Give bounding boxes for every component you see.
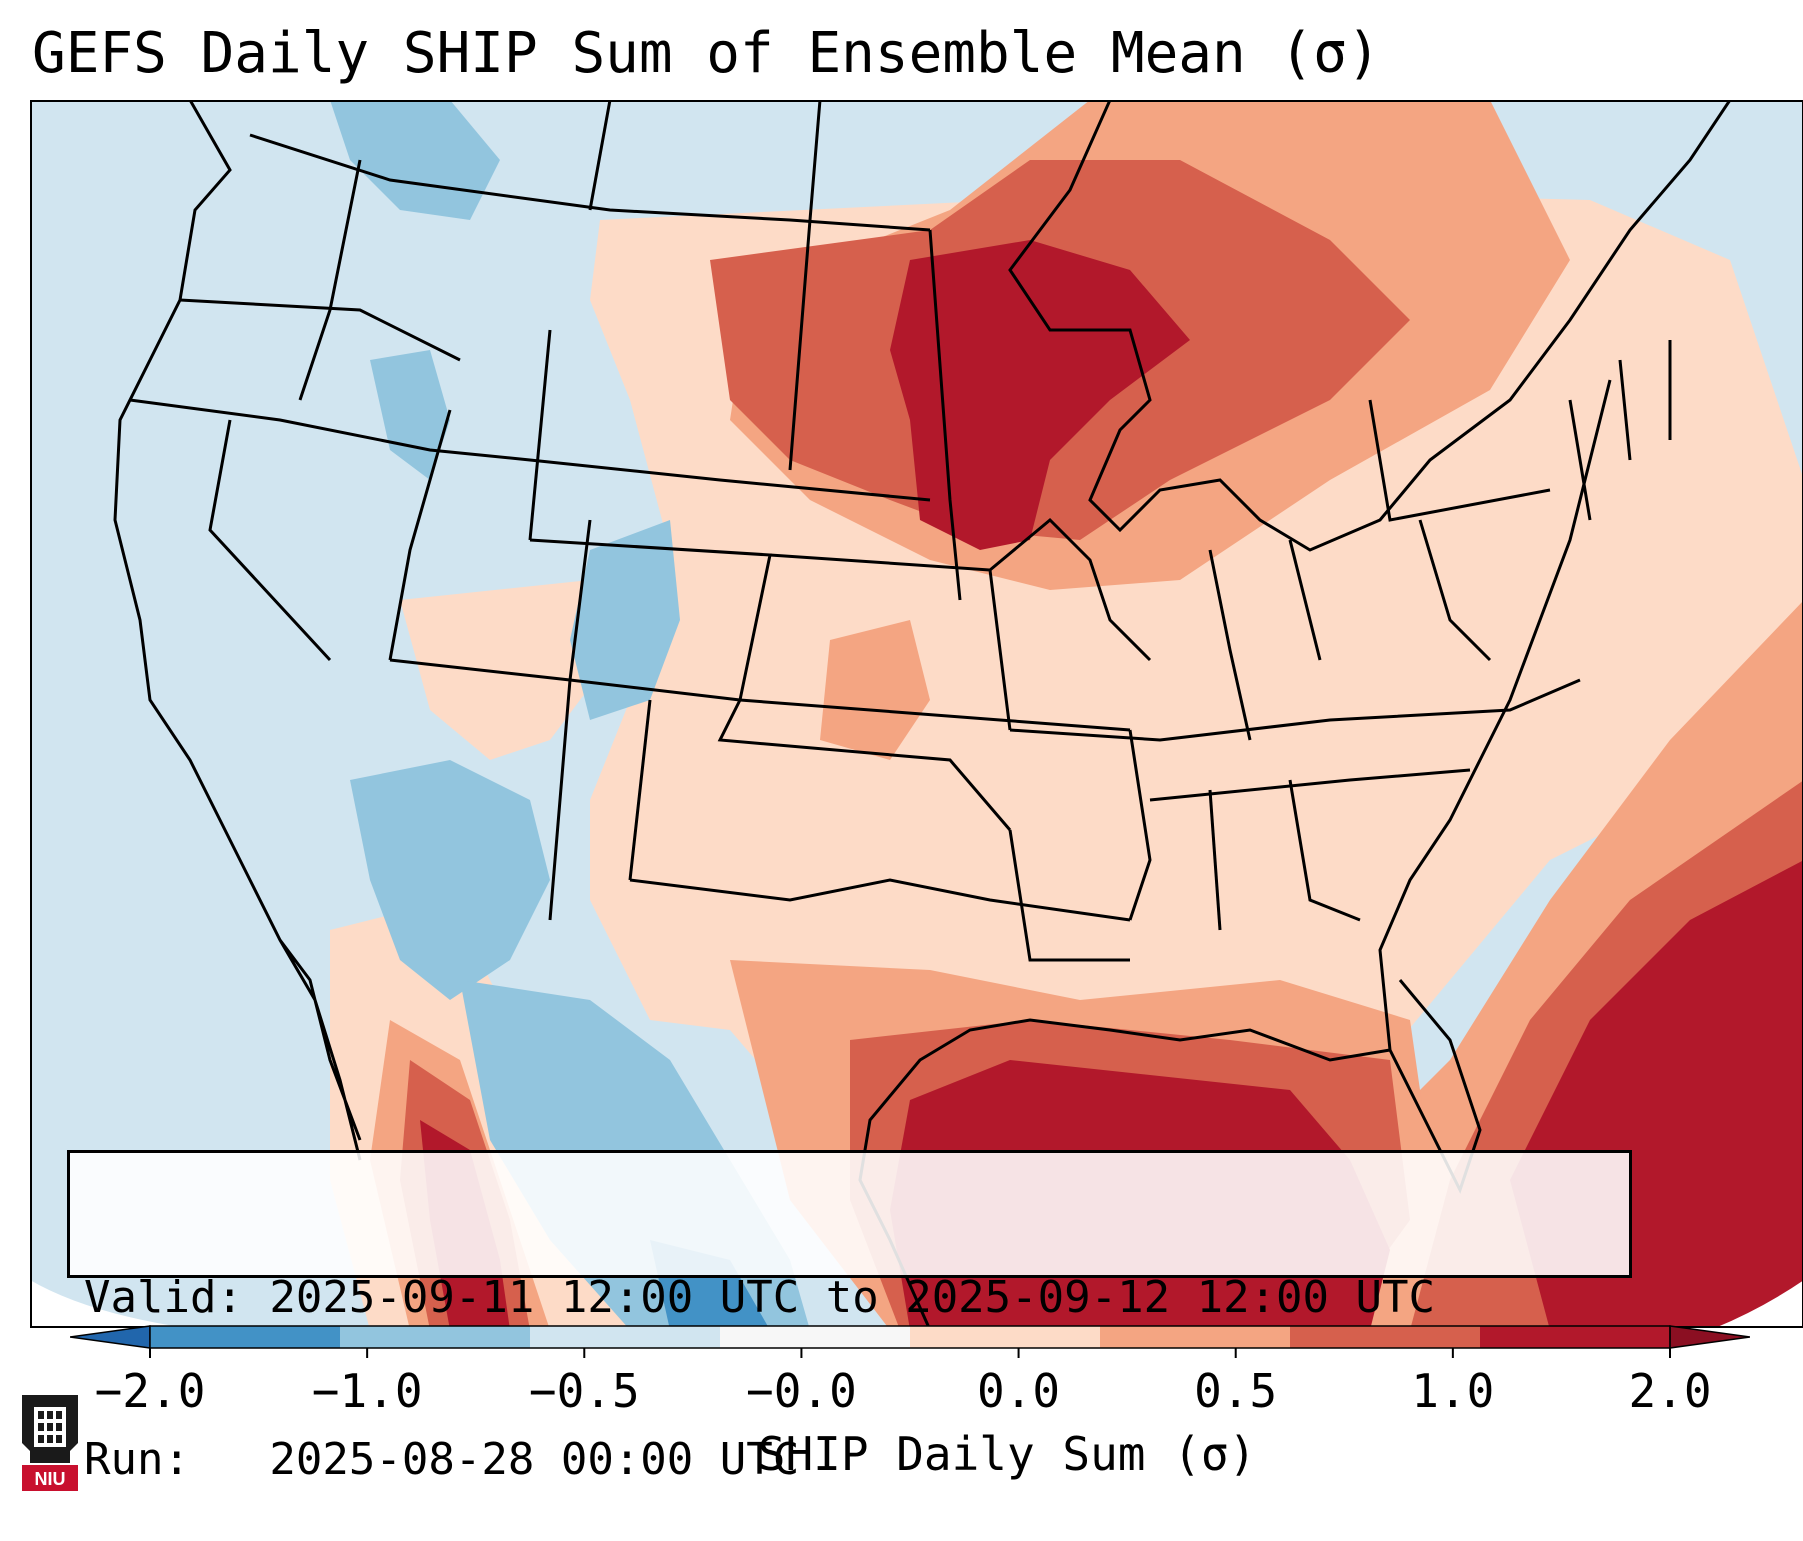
anomaly-positive-max-midwest <box>890 240 1190 550</box>
colorbar-tick-label: −0.0 <box>746 1364 857 1418</box>
conus-coastline <box>113 100 1732 1328</box>
colorbar-tick-label: −1.0 <box>311 1364 423 1418</box>
colorbar-bin <box>1100 1326 1290 1348</box>
colorbar-label: SHIP Daily Sum (σ) <box>757 1427 1257 1481</box>
colorbar-tick-label: 2.0 <box>1628 1364 1712 1418</box>
anomaly-positive-light-west <box>400 580 610 760</box>
colorbar-tick-label: 0.0 <box>977 1364 1061 1418</box>
out-of-domain-corner-east <box>1714 1280 1803 1328</box>
niu-logo-icon: NIU <box>22 1395 78 1491</box>
info-box: Valid: 2025-09-11 12:00 UTC to 2025-09-1… <box>67 1150 1632 1485</box>
anomaly-positive-medium-plains <box>820 620 930 760</box>
valid-time-line: Valid: 2025-09-11 12:00 UTC to 2025-09-1… <box>84 1272 1436 1323</box>
anomaly-negative-colorado <box>570 520 680 720</box>
colorbar-bin <box>1480 1326 1670 1348</box>
anomaly-negative-idaho <box>370 350 450 480</box>
colorbar-frame <box>149 1325 1671 1349</box>
colorbar-tick-label: −0.5 <box>528 1364 640 1418</box>
out-of-domain-corner <box>30 1280 187 1328</box>
state-boundaries <box>129 100 1672 962</box>
anomaly-negative-rockies <box>350 760 550 1000</box>
colorbar <box>70 1325 1750 1358</box>
colorbar-bin <box>530 1326 720 1348</box>
colorbar-over-arrow <box>1669 1325 1750 1349</box>
colorbar-bin <box>150 1326 340 1348</box>
colorbar-bin <box>1290 1326 1480 1348</box>
colorbar-under-arrow <box>70 1325 151 1349</box>
colorbar-tick-label: 0.5 <box>1194 1364 1278 1418</box>
colorbar-bin <box>910 1326 1100 1348</box>
colorbar-tick-label: −2.0 <box>94 1364 206 1418</box>
chart-title: GEFS Daily SHIP Sum of Ensemble Mean (σ) <box>32 21 1381 86</box>
colorbar-bin <box>720 1326 910 1348</box>
map-plot <box>30 100 1803 1328</box>
run-time-line: Run: 2025-08-28 00:00 UTC <box>84 1434 800 1485</box>
colorbar-bin <box>340 1326 530 1348</box>
svg-text:NIU: NIU <box>35 1469 66 1489</box>
colorbar-tick-label: 1.0 <box>1411 1364 1495 1418</box>
